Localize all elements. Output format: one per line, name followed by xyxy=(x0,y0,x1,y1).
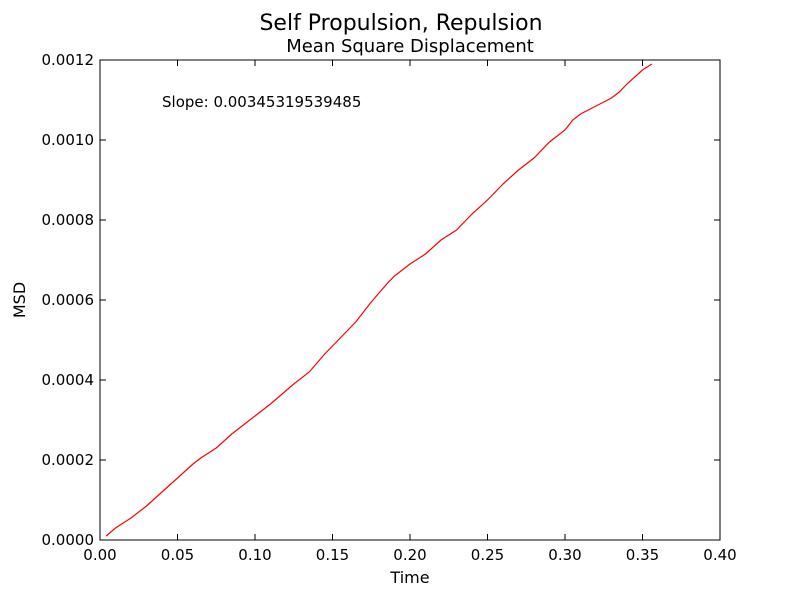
y-tick-label: 0.0012 xyxy=(42,51,95,69)
x-tick-label: 0.00 xyxy=(83,546,116,564)
x-tick-label: 0.25 xyxy=(471,546,504,564)
y-tick-label: 0.0010 xyxy=(42,131,95,149)
y-tick-label: 0.0004 xyxy=(42,371,95,389)
y-tick-label: 0.0002 xyxy=(42,451,95,469)
x-tick-label: 0.40 xyxy=(703,546,736,564)
plot-frame xyxy=(99,59,721,541)
x-tick-label: 0.10 xyxy=(238,546,271,564)
plot-area: 0.00 0.05 0.10 0.15 0.20 0.25 0.30 0.35 0.40 0.00… xyxy=(42,51,737,564)
x-axis-label: Time xyxy=(389,568,429,587)
x-tick-label: 0.20 xyxy=(393,546,426,564)
chart-title: Mean Square Displacement xyxy=(286,36,534,57)
y-tick-label: 0.0006 xyxy=(42,291,95,309)
y-tick-label: 0.0008 xyxy=(42,211,95,229)
x-tick-label: 0.35 xyxy=(626,546,659,564)
slope-annotation: Slope: 0.00345319539485 xyxy=(162,93,361,111)
x-tick-label: 0.15 xyxy=(316,546,349,564)
chart-suptitle: Self Propulsion, Repulsion xyxy=(259,11,542,36)
msd-series-line-0 xyxy=(105,63,653,537)
x-tick-label: 0.30 xyxy=(548,546,581,564)
y-tick-label: 0.0000 xyxy=(42,531,95,549)
y-axis-label: MSD xyxy=(10,282,29,318)
x-tick-label: 0.05 xyxy=(161,546,194,564)
